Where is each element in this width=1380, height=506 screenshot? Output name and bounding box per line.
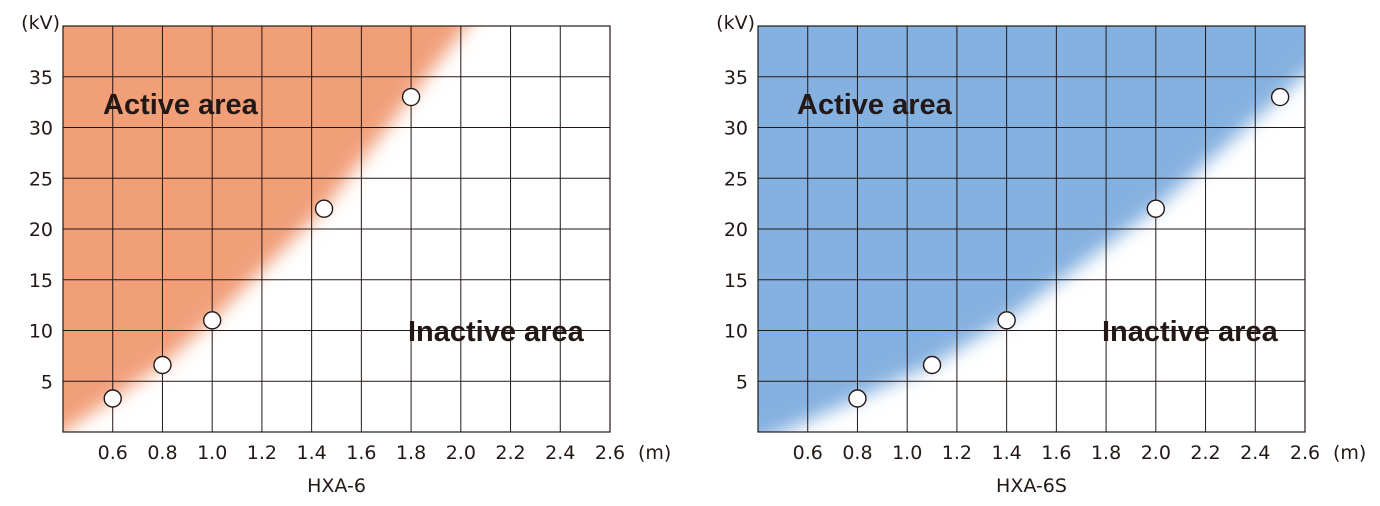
x-tick-label: 2.0: [446, 442, 476, 464]
x-tick-label: 2.6: [595, 442, 625, 464]
x-tick-label: 1.4: [992, 442, 1022, 464]
y-tick-label: 5: [736, 371, 748, 393]
y-tick-label: 20: [724, 219, 748, 241]
x-tick-label: 1.8: [396, 442, 426, 464]
x-tick-label: 1.8: [1091, 442, 1121, 464]
y-tick-label: 10: [29, 321, 53, 343]
x-axis-unit: (m): [638, 442, 671, 464]
x-tick-label: 1.6: [346, 442, 376, 464]
x-tick-label: 1.0: [197, 442, 227, 464]
inactive-area-label: Inactive area: [1102, 316, 1279, 348]
x-tick-label: 2.0: [1141, 442, 1171, 464]
y-axis-unit: (kV): [716, 12, 755, 34]
active-area-label: Active area: [103, 89, 259, 121]
data-point: [202, 311, 222, 330]
plot-frame: [757, 25, 1306, 433]
x-tick-label: 2.2: [495, 442, 525, 464]
active-area-label: Active area: [797, 89, 953, 121]
x-tick-label: 0.8: [842, 442, 872, 464]
x-tick-label: 2.6: [1290, 442, 1320, 464]
y-axis-unit: (kV): [21, 12, 60, 34]
active-area-fill: [758, 26, 1305, 432]
y-tick-label: 5: [41, 371, 53, 393]
grid-lines: [63, 26, 610, 432]
y-tick-label: 35: [29, 67, 53, 89]
inactive-area-label: Inactive area: [408, 316, 585, 348]
plot-frame: [62, 25, 611, 433]
x-tick-label: 2.4: [545, 442, 575, 464]
y-tick-label: 35: [724, 67, 748, 89]
x-tick-label: 0.6: [793, 442, 823, 464]
x-tick-label: 1.2: [942, 442, 972, 464]
data-point: [1146, 199, 1166, 218]
x-tick-label: 0.6: [98, 442, 128, 464]
y-tick-label: 25: [724, 168, 748, 190]
x-tick-label: 0.8: [147, 442, 177, 464]
y-tick-label: 10: [724, 321, 748, 343]
data-point: [922, 355, 942, 375]
y-tick-label: 15: [29, 270, 53, 292]
active-area-fill: [63, 26, 467, 432]
x-tick-label: 1.0: [892, 442, 922, 464]
grid-lines: [758, 26, 1305, 432]
data-point: [314, 199, 334, 218]
x-tick-label: 1.4: [297, 442, 327, 464]
data-point: [401, 87, 421, 107]
chart-caption: HXA-6: [307, 475, 366, 497]
chart-hxa-6s: 0.6 0.8 1.0 1.2 1.4 1.6 1.8 2.0 2.2 2.4 2.6 5 10 15 20…: [716, 12, 1366, 497]
chart-caption: HXA-6S: [996, 475, 1067, 497]
data-point: [997, 311, 1016, 330]
y-tick-label: 30: [29, 118, 53, 140]
data-point: [103, 389, 122, 408]
x-tick-label: 1.6: [1041, 442, 1071, 464]
x-axis-unit: (m): [1333, 442, 1366, 464]
y-tick-label: 20: [29, 219, 53, 241]
data-point: [1270, 87, 1290, 107]
chart-hxa-6: 0.6 0.8 1.0 1.2 1.4 1.6 1.8 2.0 2.2 2.4 2.6 5 10 15 20…: [21, 12, 671, 497]
x-tick-label: 2.4: [1240, 442, 1270, 464]
y-tick-label: 25: [29, 168, 53, 190]
x-tick-label: 1.2: [247, 442, 277, 464]
data-point: [153, 355, 172, 375]
x-tick-label: 2.2: [1190, 442, 1220, 464]
y-tick-label: 15: [724, 270, 748, 292]
data-point: [848, 389, 867, 408]
y-tick-label: 30: [724, 118, 748, 140]
